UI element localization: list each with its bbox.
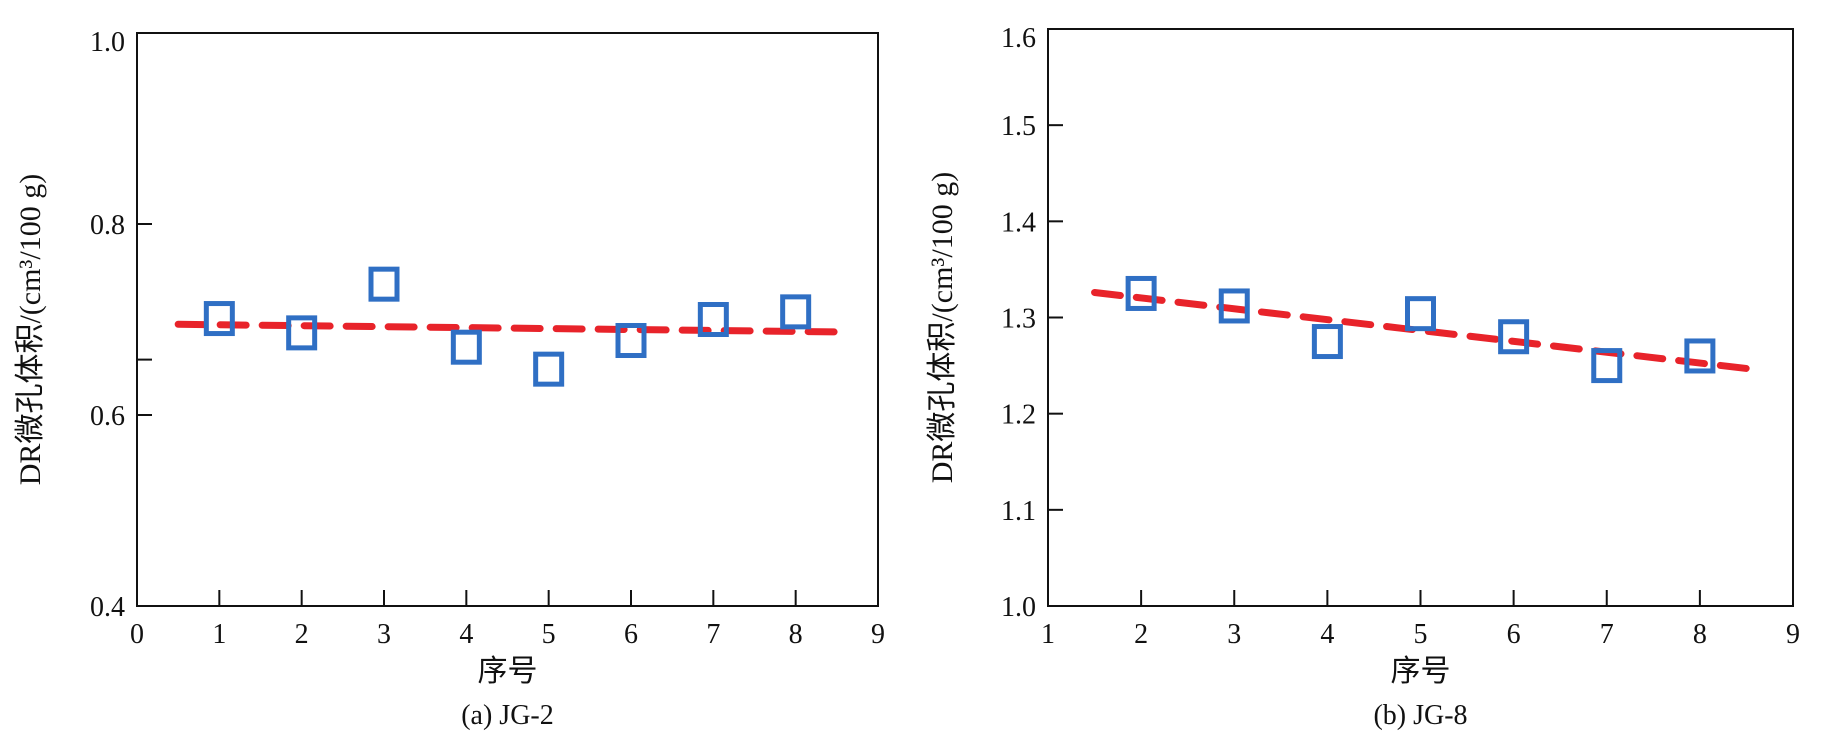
data-point: [1591, 348, 1623, 384]
y-tick-label: 1.6: [1001, 23, 1036, 54]
y-tick-label: 1.0: [1001, 592, 1036, 623]
x-tick-label: 2: [295, 619, 309, 650]
x-tick-label: 0: [130, 619, 144, 650]
x-tick-label: 4: [459, 619, 473, 650]
data-point: [533, 351, 565, 387]
y-tick-label: 1.3: [1001, 304, 1036, 335]
y-tick-label: 0.8: [90, 210, 125, 241]
data-point: [450, 329, 482, 365]
x-tick-label: 8: [789, 619, 803, 650]
x-tick-label: 6: [1507, 619, 1521, 650]
data-point: [203, 301, 235, 337]
chart-caption: (a) JG-2: [461, 700, 554, 731]
trend-line: [1091, 288, 1750, 372]
chart-caption: (b) JG-8: [1373, 700, 1467, 731]
x-axis-label: 序号: [1391, 655, 1451, 688]
y-axis-label: DR微孔体积/(cm³/100 g): [14, 174, 47, 485]
y-tick-label: 1.5: [1001, 111, 1036, 142]
x-tick-label: 5: [542, 619, 556, 650]
x-tick-label: 7: [706, 619, 720, 650]
x-tick-label: 2: [1134, 619, 1148, 650]
x-tick-label: 1: [212, 619, 226, 650]
data-point: [1218, 288, 1250, 324]
x-tick-label: 8: [1693, 619, 1707, 650]
data-point: [1311, 324, 1343, 360]
x-tick-label: 7: [1600, 619, 1614, 650]
y-tick-label: 1.4: [1001, 207, 1036, 238]
data-point: [1405, 296, 1436, 332]
x-tick-label: 1: [1041, 619, 1055, 650]
data-point: [697, 302, 729, 337]
plot-frame: [1047, 28, 1794, 607]
y-tick-label: 1.2: [1001, 400, 1036, 431]
data-point: [1125, 275, 1157, 311]
y-axis-label: DR微孔体积/(cm³/100 g): [926, 172, 959, 483]
x-tick-label: 4: [1320, 619, 1334, 650]
y-tick-label: 0.6: [90, 401, 125, 432]
data-point: [368, 266, 400, 302]
y-tick-label: 0.4: [90, 592, 125, 623]
data-point: [1498, 319, 1530, 355]
x-tick-label: 3: [377, 619, 391, 650]
y-tick-label: 1.1: [1001, 496, 1036, 527]
x-tick-label: 9: [871, 619, 885, 650]
chart-panel-a: 0 1 2 3 4 5 6 7 8 9 0.4 0.6 0.8 1.0 序号 (a) JG-2 DR微孔体积/(…: [14, 27, 885, 731]
data-point: [615, 323, 647, 359]
x-tick-label: 5: [1414, 619, 1428, 650]
data-point: [286, 315, 318, 351]
plot-frame: [136, 32, 879, 607]
chart-panel-b: 1 2 3 4 5 6 7 8 9 1.0 1.1 1.2 1.3 1.4 1.5 1.6 序号 (b) JG-8…: [926, 23, 1800, 731]
x-tick-label: 3: [1227, 619, 1241, 650]
data-point: [780, 294, 812, 330]
x-axis-label: 序号: [478, 655, 538, 688]
y-tick-label: 1.0: [90, 27, 125, 58]
trend-line: [174, 320, 841, 336]
x-tick-label: 6: [624, 619, 638, 650]
x-tick-label: 9: [1786, 619, 1800, 650]
data-point: [1684, 338, 1716, 374]
